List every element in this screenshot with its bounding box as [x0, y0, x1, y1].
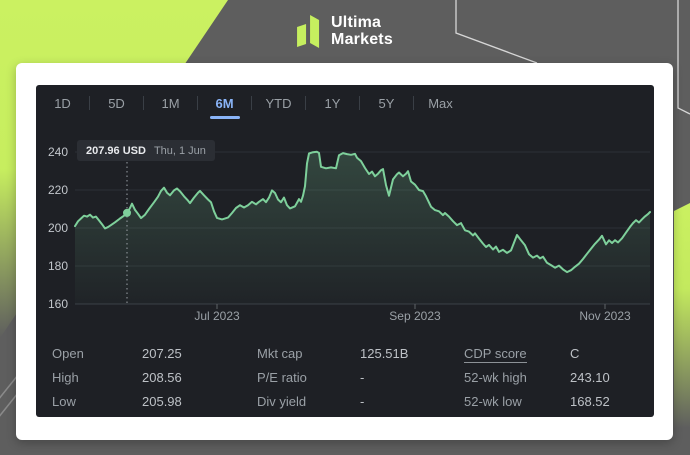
y-axis-label: 240: [47, 145, 68, 159]
active-tab-underline: [209, 115, 240, 119]
chevron-line-bottom-left-2: [0, 392, 19, 417]
ultima-markets-logo-icon: [297, 15, 320, 48]
stat-label-div-yield: Div yield: [257, 393, 307, 409]
price-chart[interactable]: 240 220 200 180 160 Jul 2023 Sep 2023 Nov 2023…: [36, 85, 654, 417]
tab-1d[interactable]: 1D: [36, 96, 89, 111]
tab-label: YTD: [265, 95, 292, 111]
y-axis-label: 180: [47, 259, 68, 273]
stat-value-52-wk-high: 243.10: [570, 369, 610, 385]
tab-divider: [143, 96, 144, 110]
tab-divider: [359, 96, 360, 110]
tab-6m[interactable]: 6M: [198, 95, 251, 119]
stat-label-high: High: [52, 369, 79, 385]
tab-label: 6M: [215, 95, 234, 111]
tab-divider: [251, 96, 252, 110]
outline-shape-top-right: [455, 0, 538, 64]
highlight-marker-dot: [123, 208, 131, 217]
brand-name: Ultima Markets: [331, 14, 393, 48]
stat-label-low: Low: [52, 393, 76, 409]
tab-bar: 1D 5D 1M 6M YTD 1Y 5Y Max: [36, 91, 654, 119]
tab-label: 1M: [161, 95, 180, 111]
tab-divider: [305, 96, 306, 110]
brand-name-line1: Ultima: [331, 14, 382, 31]
tab-max[interactable]: Max: [414, 96, 467, 111]
stat-value-div-yield: -: [360, 393, 365, 409]
chevron-line-bottom-left-1: [0, 374, 19, 399]
tab-1m[interactable]: 1M: [144, 96, 197, 111]
stat-label-open: Open: [52, 345, 84, 361]
tab-label: 1Y: [324, 95, 341, 111]
tab-divider: [89, 96, 90, 110]
finance-widget-card: 1D 5D 1M 6M YTD 1Y 5Y Max 240 220 200 180 160 Jul 2…: [16, 63, 673, 440]
tab-divider: [197, 96, 198, 110]
y-axis-label: 200: [47, 221, 68, 235]
tab-5d[interactable]: 5D: [90, 96, 143, 111]
tab-label: Max: [428, 95, 453, 111]
price-area-fill: [75, 151, 650, 304]
stat-value-high: 208.56: [142, 369, 182, 385]
stat-value-cdp-score: C: [570, 345, 580, 361]
outline-shape-right: [677, 0, 690, 115]
stat-label-p-e-ratio: P/E ratio: [257, 369, 307, 385]
stat-label-52-wk-low: 52-wk low: [464, 393, 522, 409]
brand-name-line2: Markets: [331, 31, 393, 48]
tab-label: 5D: [108, 95, 125, 111]
brand-logo: Ultima Markets: [297, 13, 393, 49]
lime-strip-right: [674, 203, 690, 428]
tab-ytd[interactable]: YTD: [252, 96, 305, 111]
price-line: [74, 150, 651, 274]
stat-label-52-wk-high: 52-wk high: [464, 369, 527, 385]
x-axis-label: Sep 2023: [389, 309, 441, 323]
tab-5y[interactable]: 5Y: [360, 96, 413, 111]
stat-value-mkt-cap: 125.51B: [360, 345, 409, 361]
stat-value-low: 205.98: [142, 393, 182, 409]
x-axis-label: Jul 2023: [194, 309, 240, 323]
price-chart-plot: [74, 150, 651, 309]
stock-chart-panel: 1D 5D 1M 6M YTD 1Y 5Y Max 240 220 200 180 160 Jul 2…: [36, 85, 654, 417]
x-axis-label: Nov 2023: [579, 309, 631, 323]
stat-value-52-wk-low: 168.52: [570, 393, 610, 409]
y-axis-label: 160: [47, 297, 68, 311]
key-stats-table: Open 207.25 Mkt cap 125.51B CDP score C High 20…: [52, 341, 640, 413]
tab-label: 1D: [54, 95, 71, 111]
tab-1y[interactable]: 1Y: [306, 96, 359, 111]
tab-label: 5Y: [378, 95, 395, 111]
stat-value-p-e-ratio: -: [360, 369, 365, 385]
tab-divider: [413, 96, 414, 110]
tooltip-date: Thu, 1 Jun: [153, 144, 206, 157]
price-tooltip: 207.96 USD Thu, 1 Jun: [77, 140, 215, 161]
tooltip-price: 207.96 USD: [86, 144, 146, 157]
stat-label-cdp-score[interactable]: CDP score: [464, 345, 527, 363]
stat-label-mkt-cap: Mkt cap: [257, 345, 303, 361]
stat-value-open: 207.25: [142, 345, 182, 361]
y-axis-label: 220: [47, 183, 68, 197]
